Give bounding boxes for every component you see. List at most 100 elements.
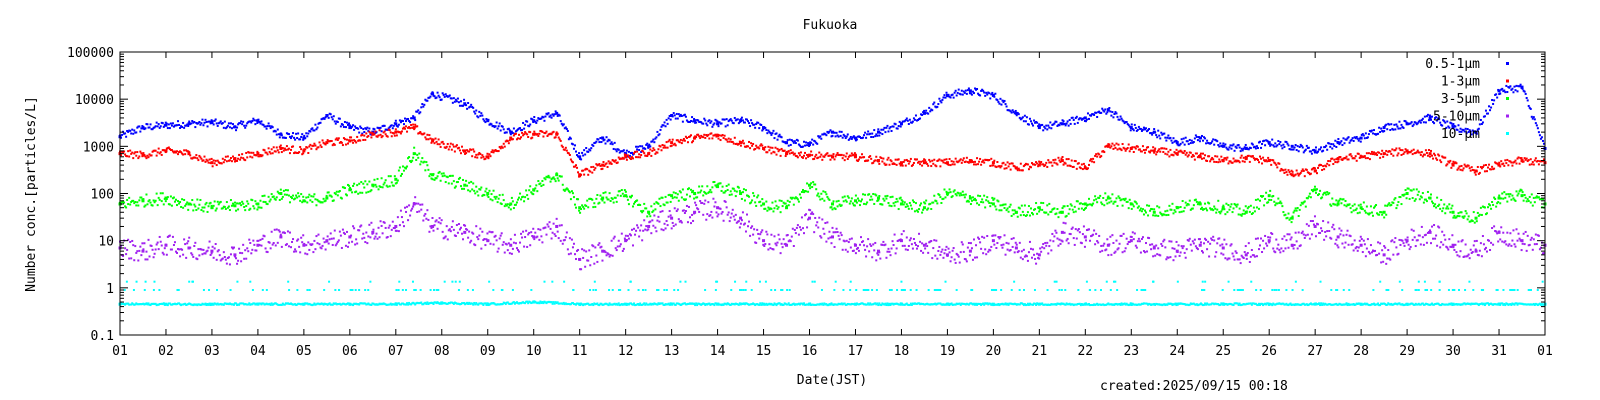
data-point (238, 153, 241, 156)
data-point (906, 205, 909, 208)
data-point (359, 225, 362, 228)
data-point (1388, 123, 1391, 126)
data-point (1426, 154, 1429, 157)
data-point (1498, 194, 1501, 197)
data-point (1208, 155, 1211, 158)
data-point (1226, 148, 1229, 151)
data-point (321, 244, 324, 247)
data-point (869, 155, 872, 158)
data-point (145, 157, 148, 160)
data-point (1336, 161, 1339, 164)
data-point (1157, 214, 1160, 217)
data-point (1225, 202, 1228, 205)
data-point (431, 91, 434, 94)
data-point (669, 118, 672, 121)
data-point (716, 120, 719, 123)
data-point (320, 146, 323, 149)
data-point (557, 136, 560, 139)
data-point (1423, 198, 1426, 201)
data-point (701, 185, 704, 188)
data-point (1180, 210, 1183, 213)
data-point (1349, 153, 1352, 156)
data-point (1476, 211, 1479, 214)
data-point (1235, 160, 1238, 163)
data-point (293, 250, 296, 253)
data-point (420, 160, 423, 163)
data-point (503, 131, 506, 134)
data-point (122, 200, 125, 203)
data-point (1240, 147, 1243, 150)
data-point (547, 225, 550, 228)
data-point (402, 225, 405, 228)
data-point (984, 94, 987, 97)
data-point (484, 121, 487, 124)
data-point (938, 158, 941, 161)
data-point (1505, 193, 1508, 196)
data-point (853, 199, 857, 203)
data-point (927, 207, 930, 210)
data-point (254, 249, 257, 252)
data-point (1325, 165, 1328, 168)
data-point (269, 127, 272, 130)
data-point (727, 183, 730, 186)
data-point (743, 199, 746, 202)
data-point (253, 207, 256, 210)
data-point (1384, 204, 1387, 207)
data-point (1492, 168, 1495, 171)
data-point (1155, 134, 1158, 137)
data-point (294, 138, 297, 141)
data-point (1093, 161, 1096, 164)
data-point (1227, 148, 1230, 151)
data-point (765, 128, 768, 131)
data-point (166, 127, 169, 130)
data-point (1095, 111, 1098, 114)
data-point (1479, 206, 1482, 209)
data-point (854, 194, 857, 197)
data-point (1099, 156, 1102, 159)
data-point (1302, 169, 1305, 172)
data-point (539, 117, 542, 120)
data-point (249, 155, 252, 158)
data-point (1238, 146, 1241, 149)
data-point (392, 132, 395, 135)
data-point (855, 138, 858, 141)
data-point (277, 229, 280, 232)
data-point (971, 90, 974, 93)
data-point (592, 245, 595, 248)
data-point (467, 189, 470, 192)
data-point (1082, 208, 1085, 211)
data-point (1140, 210, 1143, 213)
data-point (431, 92, 435, 96)
data-point (1046, 128, 1049, 131)
data-point (1233, 149, 1236, 152)
data-point (1446, 163, 1449, 166)
data-point (520, 232, 523, 235)
data-point (991, 91, 994, 94)
data-point (1284, 140, 1287, 143)
data-point (700, 121, 703, 124)
data-point (457, 146, 460, 149)
data-point (895, 127, 898, 130)
data-point (239, 202, 242, 205)
data-point (156, 151, 159, 154)
data-point (325, 240, 328, 243)
data-point (1524, 92, 1527, 95)
data-point (261, 123, 264, 126)
data-point (295, 132, 298, 135)
data-point (481, 194, 484, 197)
data-point (389, 175, 392, 178)
data-point (601, 163, 605, 167)
data-point (901, 120, 904, 123)
data-point (753, 148, 756, 151)
data-point (459, 185, 462, 188)
data-point (1280, 167, 1283, 170)
data-point (435, 96, 438, 99)
data-point (616, 148, 619, 151)
data-point (551, 113, 554, 116)
data-point (1046, 204, 1049, 207)
data-point (259, 122, 262, 125)
data-point (1254, 147, 1257, 150)
data-point (826, 152, 829, 155)
data-point (1399, 127, 1402, 130)
data-point (857, 135, 860, 138)
